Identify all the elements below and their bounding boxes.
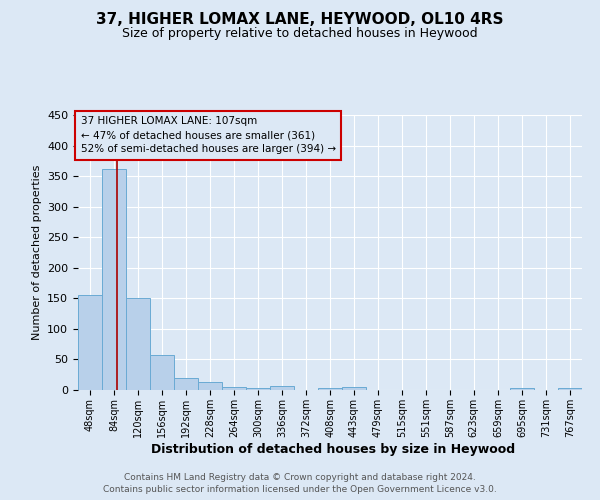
Y-axis label: Number of detached properties: Number of detached properties [32,165,41,340]
Bar [271,386,294,390]
Bar [126,298,150,390]
Bar [319,388,342,390]
Text: 37, HIGHER LOMAX LANE, HEYWOOD, OL10 4RS: 37, HIGHER LOMAX LANE, HEYWOOD, OL10 4RS [96,12,504,28]
Bar [247,388,270,390]
Bar [150,354,174,390]
Bar [342,387,365,390]
Bar [174,378,198,390]
Bar [199,382,222,390]
Bar [102,169,126,390]
Bar [510,388,534,390]
Text: Size of property relative to detached houses in Heywood: Size of property relative to detached ho… [122,28,478,40]
Text: Contains HM Land Registry data © Crown copyright and database right 2024.: Contains HM Land Registry data © Crown c… [124,472,476,482]
Bar [78,296,102,390]
Text: Distribution of detached houses by size in Heywood: Distribution of detached houses by size … [151,442,515,456]
Bar [558,388,582,390]
Text: Contains public sector information licensed under the Open Government Licence v3: Contains public sector information licen… [103,485,497,494]
Text: 37 HIGHER LOMAX LANE: 107sqm
← 47% of detached houses are smaller (361)
52% of s: 37 HIGHER LOMAX LANE: 107sqm ← 47% of de… [80,116,335,154]
Bar [223,387,246,390]
